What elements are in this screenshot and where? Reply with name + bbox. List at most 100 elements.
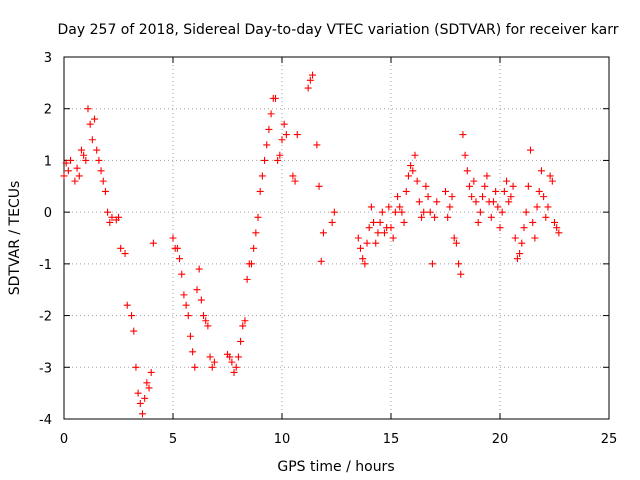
data-point (354, 234, 362, 242)
data-point (455, 260, 463, 268)
data-point (243, 275, 251, 283)
data-point (553, 224, 561, 232)
x-tick-labels: 0 5 10 15 20 25 (60, 432, 617, 447)
y-tick-label: 1 (44, 154, 52, 169)
data-point (108, 213, 116, 221)
data-point (197, 296, 205, 304)
data-point (254, 213, 262, 221)
data-point (394, 193, 402, 201)
data-point (274, 156, 282, 164)
y-tick-label: 3 (44, 51, 52, 66)
data-point (450, 234, 458, 242)
data-point (145, 384, 153, 392)
data-point (232, 363, 240, 371)
data-point (524, 182, 532, 190)
data-point (376, 218, 384, 226)
data-point (117, 244, 125, 252)
data-point (173, 244, 181, 252)
data-point (317, 257, 325, 265)
data-point (487, 213, 495, 221)
data-point (247, 260, 255, 268)
data-point (328, 218, 336, 226)
data-point (293, 131, 301, 139)
data-point (474, 218, 482, 226)
data-point (378, 208, 386, 216)
y-tick-label: 2 (44, 103, 52, 118)
data-point (176, 255, 184, 263)
data-point (542, 213, 550, 221)
data-point (239, 322, 247, 330)
data-point (115, 213, 122, 221)
data-point (101, 187, 109, 195)
data-point (433, 198, 441, 206)
data-point (123, 301, 131, 309)
data-point (448, 193, 456, 201)
data-point (428, 260, 436, 268)
x-tick-label: 15 (383, 432, 400, 447)
data-point (470, 177, 478, 185)
data-point (442, 187, 449, 195)
data-point (99, 177, 107, 185)
data-point (237, 337, 245, 345)
data-point (304, 84, 312, 92)
data-point (483, 172, 491, 180)
data-point (535, 187, 543, 195)
data-point (380, 229, 388, 237)
data-point (134, 389, 142, 397)
data-point (200, 312, 208, 320)
data-point (182, 301, 190, 309)
data-point (459, 131, 467, 139)
y-tick-label: -2 (39, 310, 52, 325)
data-point (180, 291, 188, 299)
data-point (548, 177, 556, 185)
data-point (431, 213, 439, 221)
data-point (95, 156, 103, 164)
data-point (138, 410, 146, 418)
data-point (132, 363, 140, 371)
x-tick-label: 0 (60, 432, 68, 447)
data-point (234, 353, 242, 361)
data-point (391, 208, 399, 216)
data-point (178, 270, 186, 278)
data-point (75, 172, 83, 180)
data-point (389, 234, 397, 242)
data-point (551, 218, 558, 226)
y-tick-label: -3 (39, 361, 52, 376)
data-point (516, 250, 524, 258)
data-point (479, 193, 487, 201)
y-tick-label: 0 (44, 206, 52, 221)
data-point (276, 151, 284, 159)
data-point (191, 363, 199, 371)
data-point (104, 208, 112, 216)
x-tick-label: 5 (169, 432, 177, 447)
data-point (413, 177, 421, 185)
data-point (189, 348, 197, 356)
y-tick-label: -1 (39, 258, 52, 273)
data-point (315, 182, 323, 190)
data-point (309, 71, 317, 79)
data-point (544, 203, 552, 211)
data-point (507, 193, 515, 201)
data-point (319, 229, 327, 237)
data-point (426, 208, 434, 216)
data-point (555, 229, 563, 237)
data-point (359, 255, 367, 263)
data-point (121, 250, 129, 258)
data-point (513, 255, 521, 263)
data-point (228, 358, 236, 366)
data-point (106, 218, 114, 226)
data-point (367, 203, 375, 211)
data-point (82, 156, 90, 164)
x-tick-label: 25 (601, 432, 618, 447)
data-point (537, 167, 545, 175)
data-point (241, 317, 249, 325)
data-point (529, 218, 537, 226)
data-point (71, 177, 79, 185)
data-point (361, 260, 369, 268)
gridlines (64, 57, 609, 419)
data-point (149, 239, 157, 247)
y-axis-label: SDTVAR / TECUs (7, 181, 23, 296)
data-point (365, 224, 373, 232)
x-axis-label: GPS time / hours (277, 459, 394, 475)
